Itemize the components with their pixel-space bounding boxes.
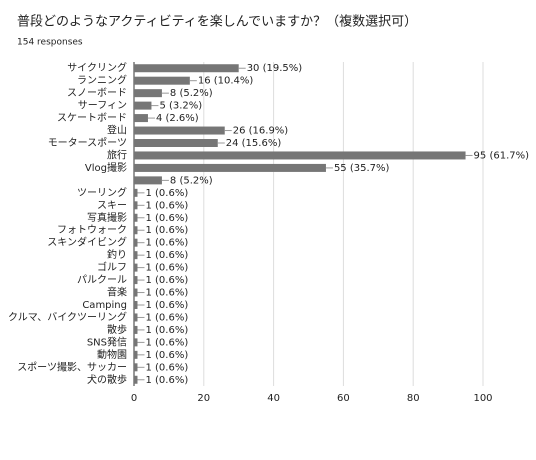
bar	[134, 301, 138, 309]
bar	[134, 139, 218, 147]
value-label: 1 (0.6%)	[145, 300, 188, 311]
y-tick-label: スケートボード	[57, 112, 127, 124]
y-tick-label: SNS発信	[87, 335, 127, 348]
x-tick-label: 40	[267, 393, 280, 404]
bar	[134, 114, 148, 123]
bar	[134, 163, 326, 172]
value-label: 1 (0.6%)	[145, 337, 188, 348]
value-label: 1 (0.6%)	[145, 213, 188, 224]
x-tick-label: 80	[407, 393, 420, 404]
bar	[134, 64, 239, 73]
bar	[134, 76, 190, 85]
y-tick-label: Vlog撮影	[85, 161, 127, 174]
value-label: 8 (5.2%)	[170, 88, 213, 99]
y-tick-label: クルマ、バイクツーリング	[8, 310, 127, 323]
y-tick-label: サーフィン	[78, 100, 127, 112]
bar	[134, 350, 138, 359]
bar	[134, 363, 138, 372]
bar	[134, 338, 138, 347]
bar	[134, 151, 466, 160]
bar	[134, 101, 152, 110]
y-tick-label: 旅行	[107, 148, 127, 161]
y-tick-label: Camping	[82, 300, 127, 311]
bar	[134, 201, 138, 210]
y-tick-label: スキンダイビング	[47, 236, 127, 249]
y-tick-label: スキー	[97, 200, 127, 211]
value-label: 26 (16.9%)	[233, 126, 289, 137]
y-tick-label: ランニング	[77, 74, 127, 87]
value-label: 1 (0.6%)	[145, 238, 188, 249]
value-label: 1 (0.6%)	[145, 350, 188, 361]
value-label: 1 (0.6%)	[145, 375, 188, 386]
y-tick-label: 動物園	[97, 348, 127, 361]
value-label: 95 (61.7%)	[474, 150, 530, 161]
y-tick-label: 登山	[107, 124, 127, 137]
value-label: 1 (0.6%)	[145, 362, 188, 373]
value-label: 1 (0.6%)	[145, 200, 188, 211]
bar	[134, 89, 162, 98]
bar	[134, 288, 138, 297]
bar	[134, 325, 138, 334]
y-tick-label: ツーリング	[77, 186, 127, 199]
y-tick-label: パルクール	[77, 274, 127, 286]
bar	[134, 188, 138, 197]
bar	[134, 238, 138, 247]
x-tick-label: 20	[197, 393, 210, 404]
x-tick-label: 100	[473, 393, 492, 404]
value-label: 1 (0.6%)	[145, 188, 188, 199]
chart-subtitle: 154 responses	[17, 38, 83, 48]
y-tick-label: 犬の散歩	[87, 373, 127, 386]
y-tick-label: ゴルフ	[97, 261, 127, 274]
value-label: 55 (35.7%)	[334, 163, 390, 174]
value-label: 4 (2.6%)	[156, 113, 199, 124]
value-label: 8 (5.2%)	[170, 175, 213, 186]
value-label: 30 (19.5%)	[247, 63, 303, 74]
value-label: 24 (15.6%)	[226, 138, 282, 149]
value-label: 1 (0.6%)	[145, 263, 188, 274]
chart-title: 普段どのようなアクティビティを楽しんでいますか？（複数選択可）	[17, 14, 417, 30]
bar	[134, 251, 138, 260]
y-tick-label: 散歩	[107, 323, 127, 336]
y-tick-label: 写真撮影	[87, 211, 127, 224]
bar	[134, 313, 138, 322]
bar	[134, 126, 225, 135]
y-tick-label: サイクリング	[67, 61, 127, 74]
value-label: 1 (0.6%)	[145, 288, 188, 299]
value-label: 1 (0.6%)	[145, 312, 188, 323]
y-tick-label: 音楽	[107, 286, 127, 299]
y-tick-label: 釣り	[107, 248, 127, 261]
value-label: 16 (10.4%)	[198, 76, 254, 87]
y-tick-label: スポーツ撮影、サッカー	[17, 360, 127, 373]
x-tick-label: 60	[337, 393, 350, 404]
y-tick-label: モータースポーツ	[48, 137, 127, 149]
bar	[134, 213, 138, 222]
y-tick-label: フォトウォーク	[57, 224, 127, 236]
bar	[134, 276, 138, 285]
value-label: 1 (0.6%)	[145, 325, 188, 336]
x-tick-label: 0	[131, 393, 137, 404]
value-label: 1 (0.6%)	[145, 275, 188, 286]
bar	[134, 176, 162, 185]
bar	[134, 375, 138, 384]
bar	[134, 226, 138, 235]
value-label: 5 (3.2%)	[159, 101, 202, 112]
value-label: 1 (0.6%)	[145, 225, 188, 236]
bar	[134, 263, 138, 272]
y-tick-label: スノーボード	[67, 87, 127, 99]
value-label: 1 (0.6%)	[145, 250, 188, 261]
